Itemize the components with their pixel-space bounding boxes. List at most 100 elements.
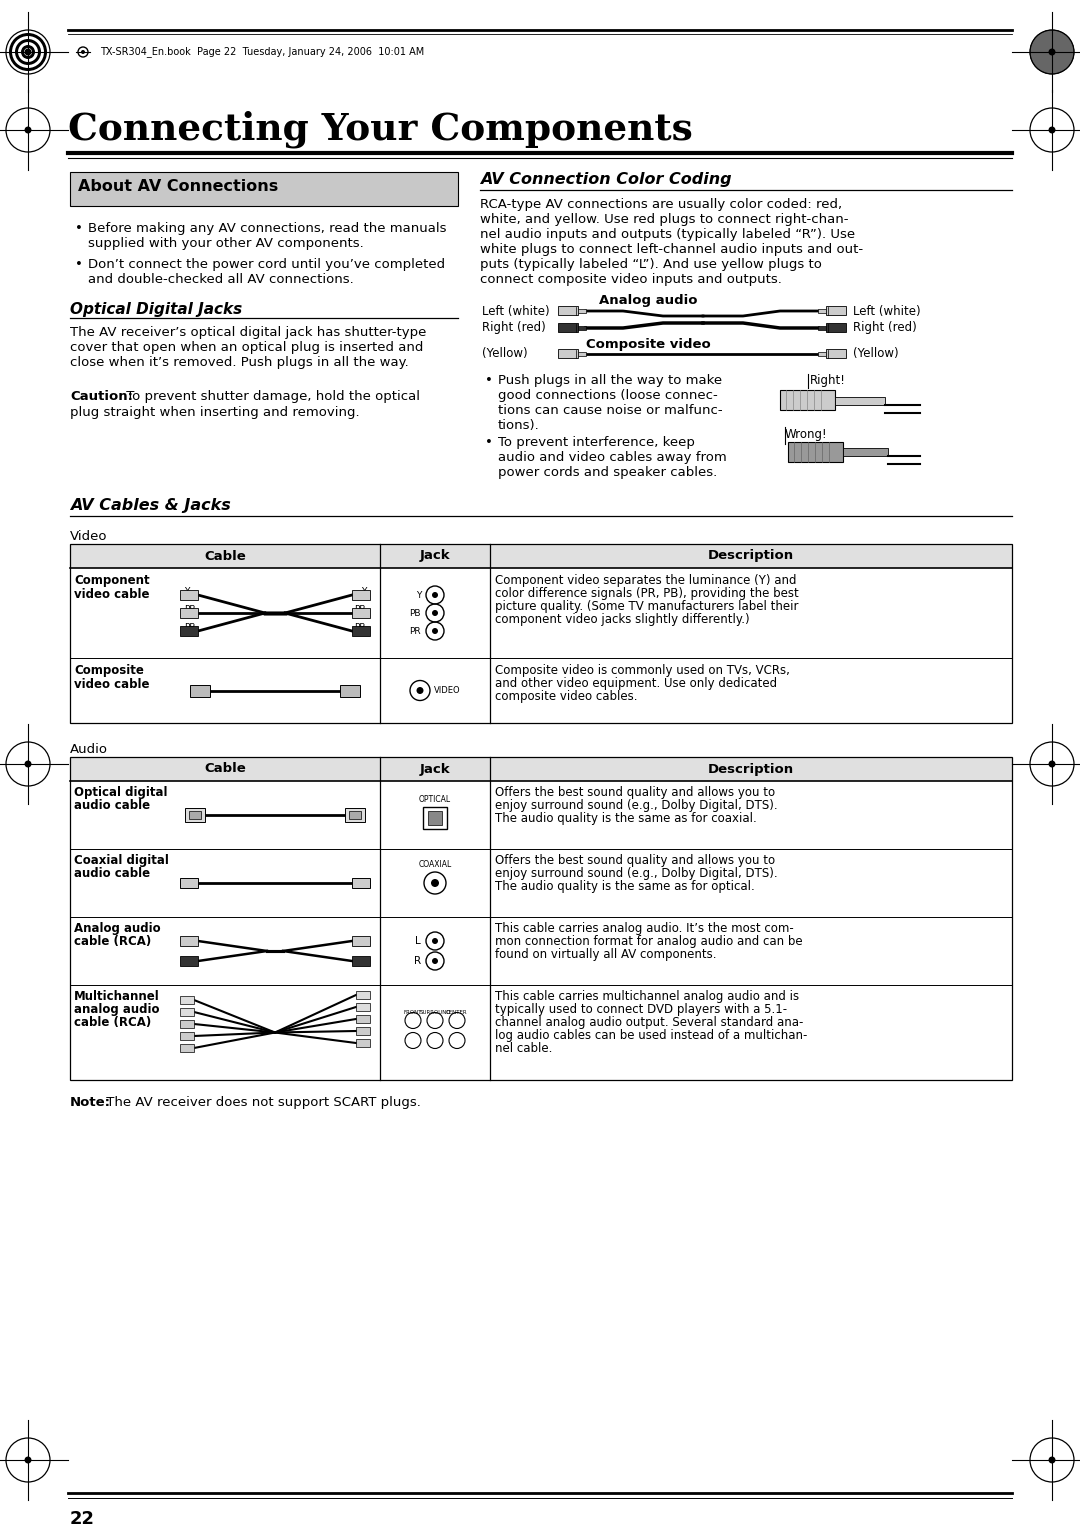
- Bar: [356, 992, 370, 999]
- Text: nel audio inputs and outputs (typically labeled “R”). Use: nel audio inputs and outputs (typically …: [480, 228, 855, 241]
- Text: Coaxial digital: Coaxial digital: [75, 854, 168, 866]
- Text: L: L: [415, 937, 421, 946]
- Text: PR: PR: [409, 626, 421, 636]
- Bar: [356, 1002, 370, 1012]
- Text: Jack: Jack: [420, 550, 450, 562]
- Bar: [352, 879, 370, 888]
- Text: R: R: [414, 957, 421, 966]
- Text: cable (RCA): cable (RCA): [75, 1016, 151, 1028]
- Text: PB: PB: [354, 605, 366, 614]
- Circle shape: [1049, 761, 1055, 767]
- Circle shape: [6, 31, 50, 73]
- Text: Multichannel: Multichannel: [75, 990, 160, 1002]
- Bar: [826, 348, 846, 358]
- Bar: [70, 756, 1012, 781]
- Text: Connecting Your Components: Connecting Your Components: [68, 110, 692, 148]
- Text: Optical digital: Optical digital: [75, 785, 167, 799]
- Text: Offers the best sound quality and allows you to: Offers the best sound quality and allows…: [495, 854, 775, 866]
- Text: Composite: Composite: [75, 665, 144, 677]
- Text: Note:: Note:: [70, 1096, 111, 1109]
- Text: Analog audio: Analog audio: [598, 293, 698, 307]
- Bar: [189, 811, 201, 819]
- Text: Cable: Cable: [204, 762, 246, 776]
- Text: log audio cables can be used instead of a multichan-: log audio cables can be used instead of …: [495, 1028, 808, 1042]
- Text: VIDEO: VIDEO: [434, 686, 461, 695]
- Bar: [180, 1044, 194, 1051]
- Text: Wrong!: Wrong!: [785, 428, 827, 442]
- Text: TX-SR304_En.book  Page 22  Tuesday, January 24, 2006  10:01 AM: TX-SR304_En.book Page 22 Tuesday, Januar…: [100, 46, 424, 58]
- Text: PR: PR: [184, 623, 195, 633]
- Bar: [345, 808, 365, 822]
- Bar: [180, 1021, 194, 1028]
- Text: nel cable.: nel cable.: [495, 1042, 552, 1054]
- Bar: [843, 448, 888, 455]
- Text: COAXIAL: COAXIAL: [418, 860, 451, 869]
- Circle shape: [1030, 31, 1074, 73]
- Bar: [558, 348, 578, 358]
- Bar: [340, 685, 360, 697]
- Text: component video jacks slightly differently.): component video jacks slightly different…: [495, 613, 750, 626]
- Circle shape: [431, 879, 438, 886]
- Circle shape: [432, 628, 438, 634]
- Text: color difference signals (PR, PB), providing the best: color difference signals (PR, PB), provi…: [495, 587, 799, 601]
- Text: Description: Description: [707, 762, 794, 776]
- Text: This cable carries analog audio. It’s the most com-: This cable carries analog audio. It’s th…: [495, 921, 794, 935]
- Text: The audio quality is the same as for coaxial.: The audio quality is the same as for coa…: [495, 811, 757, 825]
- Text: Push plugs in all the way to make: Push plugs in all the way to make: [498, 374, 723, 387]
- Text: picture quality. (Some TV manufacturers label their: picture quality. (Some TV manufacturers …: [495, 601, 798, 613]
- Text: and other video equipment. Use only dedicated: and other video equipment. Use only dedi…: [495, 677, 778, 691]
- Text: Video: Video: [70, 530, 108, 542]
- Bar: [180, 937, 198, 946]
- Bar: [578, 325, 586, 330]
- Circle shape: [24, 47, 32, 57]
- Circle shape: [25, 127, 31, 133]
- Text: found on virtually all AV components.: found on virtually all AV components.: [495, 947, 716, 961]
- Text: About AV Connections: About AV Connections: [78, 179, 279, 194]
- Text: video cable: video cable: [75, 678, 149, 691]
- Text: cable (RCA): cable (RCA): [75, 935, 151, 947]
- Text: audio cable: audio cable: [75, 866, 150, 880]
- Text: The AV receiver’s optical digital jack has shutter-type: The AV receiver’s optical digital jack h…: [70, 325, 427, 339]
- Text: power cords and speaker cables.: power cords and speaker cables.: [498, 466, 717, 478]
- Text: Don’t connect the power cord until you’ve completed: Don’t connect the power cord until you’v…: [87, 258, 445, 270]
- Text: •: •: [75, 258, 83, 270]
- Text: audio cable: audio cable: [75, 799, 150, 811]
- Circle shape: [417, 688, 423, 694]
- Bar: [70, 544, 1012, 568]
- Bar: [826, 306, 846, 315]
- Bar: [180, 1008, 194, 1016]
- Text: Right (red): Right (red): [482, 321, 545, 335]
- Text: channel analog audio output. Several standard ana-: channel analog audio output. Several sta…: [495, 1016, 804, 1028]
- Text: white plugs to connect left-channel audio inputs and out-: white plugs to connect left-channel audi…: [480, 243, 863, 257]
- Bar: [423, 807, 447, 830]
- Text: supplied with your other AV components.: supplied with your other AV components.: [87, 237, 364, 251]
- Bar: [352, 957, 370, 966]
- Text: Composite video is commonly used on TVs, VCRs,: Composite video is commonly used on TVs,…: [495, 665, 789, 677]
- Bar: [180, 879, 198, 888]
- Bar: [352, 937, 370, 946]
- Text: Component video separates the luminance (Y) and: Component video separates the luminance …: [495, 575, 797, 587]
- Bar: [185, 808, 205, 822]
- Bar: [578, 309, 586, 313]
- Bar: [788, 442, 843, 461]
- Text: The AV receiver does not support SCART plugs.: The AV receiver does not support SCART p…: [102, 1096, 421, 1109]
- Circle shape: [432, 610, 438, 616]
- Bar: [349, 811, 361, 819]
- Circle shape: [81, 50, 85, 53]
- Text: AV Cables & Jacks: AV Cables & Jacks: [70, 498, 231, 513]
- Circle shape: [9, 34, 48, 70]
- Text: SURROUND: SURROUND: [419, 1010, 450, 1016]
- Bar: [70, 544, 1012, 723]
- Text: close when it’s removed. Push plugs in all the way.: close when it’s removed. Push plugs in a…: [70, 356, 408, 368]
- Text: Before making any AV connections, read the manuals: Before making any AV connections, read t…: [87, 222, 446, 235]
- Bar: [428, 811, 442, 825]
- Circle shape: [432, 938, 438, 944]
- Text: Right!: Right!: [810, 374, 846, 387]
- Circle shape: [12, 37, 44, 69]
- Text: mon connection format for analog audio and can be: mon connection format for analog audio a…: [495, 935, 802, 947]
- Text: 22: 22: [70, 1510, 95, 1528]
- Circle shape: [432, 591, 438, 597]
- Bar: [818, 325, 826, 330]
- Bar: [180, 626, 198, 636]
- Bar: [558, 306, 578, 315]
